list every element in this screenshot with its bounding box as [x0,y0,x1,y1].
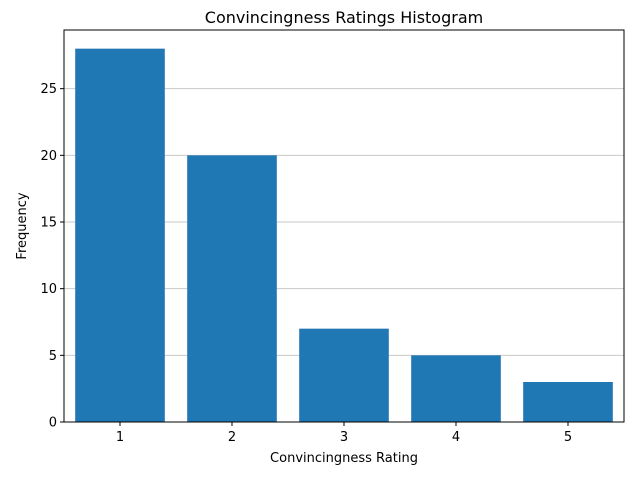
y-tick-label: 0 [49,416,57,431]
bar-rating-2 [187,155,277,423]
bar-rating-4 [411,355,501,422]
x-axis-ticks: 1 2 3 4 5 [116,422,572,445]
chart-title: Convincingness Ratings Histogram [205,8,483,27]
x-tick-label: 2 [228,430,236,445]
y-tick-label: 20 [40,149,57,164]
y-tick-label: 15 [40,216,57,231]
x-axis-label: Convincingness Rating [270,451,418,466]
y-tick-label: 25 [40,82,57,97]
y-axis-ticks: 0 5 10 15 20 25 [40,82,64,431]
x-tick-label: 4 [452,430,460,445]
x-tick-label: 1 [116,430,124,445]
x-tick-label: 3 [340,430,348,445]
x-tick-label: 5 [564,430,572,445]
bar-rating-3 [299,328,389,422]
y-axis-label: Frequency [15,192,30,259]
bar-rating-5 [523,382,613,422]
bar-rating-1 [75,48,165,423]
y-tick-label: 10 [40,282,57,297]
bars [75,48,613,423]
y-tick-label: 5 [49,349,57,364]
